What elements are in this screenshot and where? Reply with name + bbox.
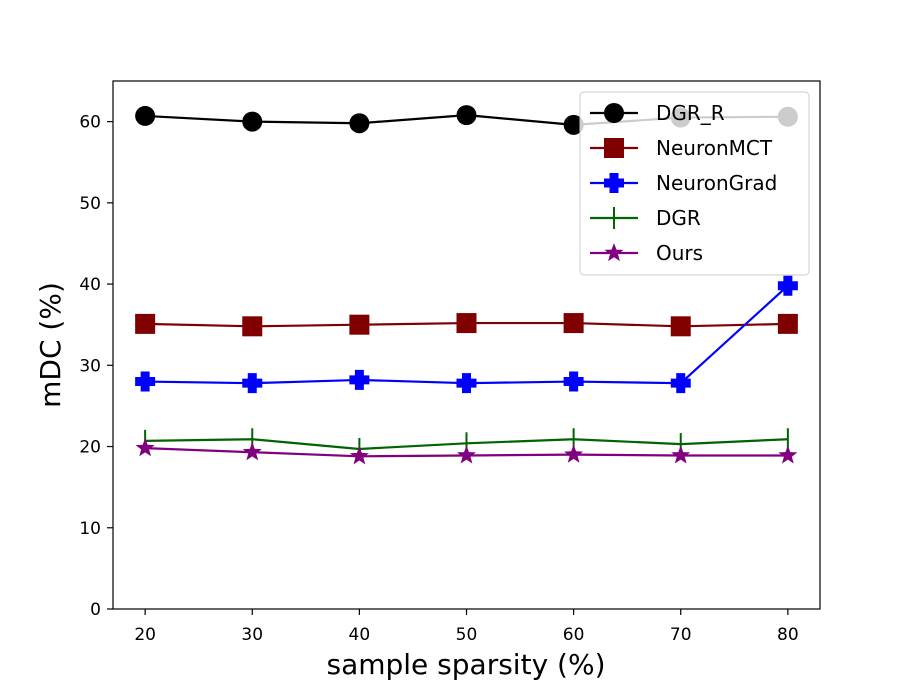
legend-label: DGR (656, 206, 701, 230)
data-point (777, 313, 798, 334)
legend-marker (604, 243, 624, 262)
legend: DGR_R NeuronMCT NeuronGrad DGR Ours (579, 91, 810, 276)
data-point (456, 105, 477, 126)
legend-item: NeuronGrad (590, 171, 777, 195)
data-point (671, 445, 691, 464)
x-tick-label: 40 (349, 625, 371, 645)
data-point (563, 114, 584, 135)
legend-label: NeuronGrad (656, 171, 777, 195)
legend-label: Ours (656, 241, 703, 265)
legend-marker (604, 138, 624, 158)
data-point (135, 438, 155, 457)
legend-item: DGR (590, 206, 701, 230)
legend-item: Ours (590, 241, 703, 265)
y-tick-label: 20 (79, 438, 101, 458)
y-tick-label: 0 (90, 600, 101, 620)
data-point (456, 313, 477, 334)
legend-label: NeuronMCT (656, 136, 773, 160)
y-tick-label: 10 (79, 519, 101, 539)
x-axis-label: sample sparsity (%) (326, 648, 605, 681)
data-point (135, 313, 156, 334)
data-point (563, 313, 584, 334)
data-point (242, 111, 263, 132)
legend-frame (579, 91, 810, 276)
data-point (456, 445, 477, 464)
x-tick-label: 80 (777, 625, 799, 645)
legend-item: DGR_R (590, 101, 725, 125)
y-tick-label: 40 (79, 275, 101, 295)
x-tick-label: 30 (241, 625, 263, 645)
data-point (670, 316, 691, 337)
x-tick-label: 20 (134, 625, 156, 645)
data-point (242, 316, 263, 337)
data-point (349, 446, 369, 465)
data-point (564, 444, 584, 463)
y-tick-label: 30 (79, 356, 101, 376)
x-axis: 20 30 40 50 60 70 80 (134, 609, 799, 645)
data-point (242, 373, 263, 394)
data-point (242, 442, 262, 461)
legend-item: NeuronMCT (590, 136, 773, 160)
legend-marker (604, 103, 624, 123)
x-tick-label: 50 (456, 625, 478, 645)
legend-label: DGR_R (656, 101, 725, 125)
series-ours (135, 438, 798, 465)
legend-marker (604, 173, 624, 193)
x-tick-label: 70 (670, 625, 692, 645)
data-point (349, 369, 370, 390)
data-point (456, 373, 477, 394)
x-tick-label: 60 (563, 625, 585, 645)
series-neuronmct (135, 313, 798, 337)
y-tick-label: 50 (79, 194, 101, 214)
series-neurongrad (135, 275, 798, 394)
y-axis: 0 10 20 30 40 50 60 (79, 113, 113, 620)
data-point (349, 113, 370, 134)
data-point (135, 105, 156, 126)
data-point (563, 371, 584, 392)
data-point (778, 445, 798, 464)
data-point (670, 373, 691, 394)
data-point (135, 371, 156, 392)
y-axis-label: mDC (%) (34, 282, 67, 408)
y-tick-label: 60 (79, 113, 101, 133)
data-point (777, 275, 798, 296)
data-point (349, 314, 370, 335)
